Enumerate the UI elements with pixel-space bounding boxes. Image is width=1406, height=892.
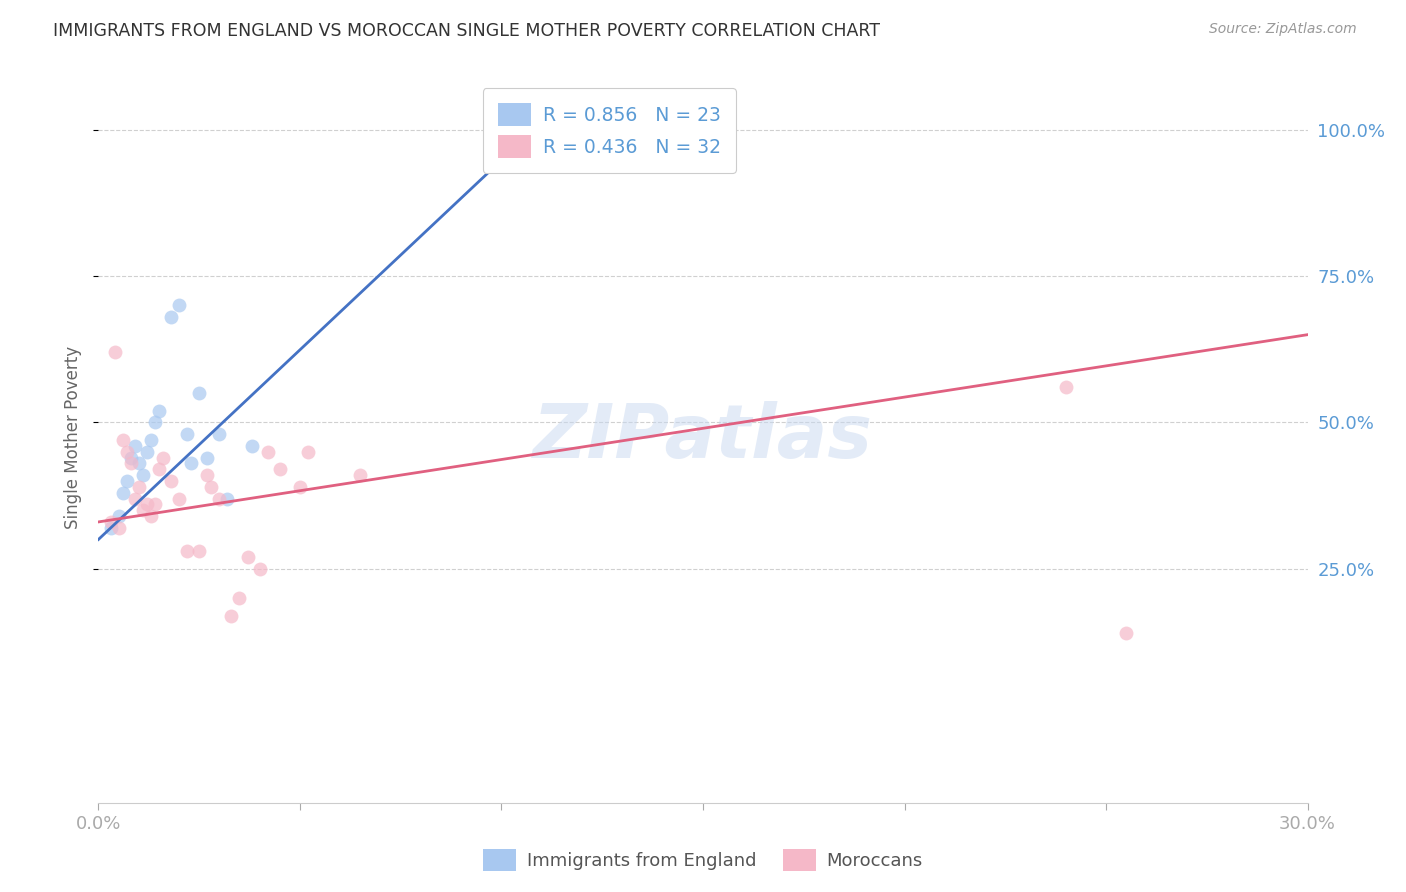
- Point: [349, 468, 371, 483]
- Point: [269, 462, 291, 476]
- Point: [115, 474, 138, 488]
- Legend: R = 0.856   N = 23, R = 0.436   N = 32: R = 0.856 N = 23, R = 0.436 N = 32: [482, 88, 735, 173]
- Point: [195, 468, 218, 483]
- Point: [1054, 380, 1077, 394]
- Point: [152, 450, 174, 465]
- Point: [135, 497, 157, 511]
- Point: [120, 450, 142, 465]
- Point: [200, 480, 222, 494]
- Point: [236, 549, 259, 564]
- Point: [160, 474, 183, 488]
- Point: [228, 591, 250, 605]
- Text: IMMIGRANTS FROM ENGLAND VS MOROCCAN SINGLE MOTHER POVERTY CORRELATION CHART: IMMIGRANTS FROM ENGLAND VS MOROCCAN SING…: [53, 22, 880, 40]
- Point: [249, 562, 271, 576]
- Point: [240, 439, 263, 453]
- Point: [288, 480, 311, 494]
- Legend: Immigrants from England, Moroccans: Immigrants from England, Moroccans: [477, 842, 929, 879]
- Point: [148, 403, 170, 417]
- Point: [297, 444, 319, 458]
- Point: [132, 503, 155, 517]
- Point: [143, 416, 166, 430]
- Point: [111, 485, 134, 500]
- Point: [217, 491, 239, 506]
- Point: [176, 544, 198, 558]
- Point: [195, 450, 218, 465]
- Y-axis label: Single Mother Poverty: Single Mother Poverty: [65, 345, 83, 529]
- Point: [167, 491, 190, 506]
- Point: [188, 544, 211, 558]
- Point: [208, 491, 231, 506]
- Point: [160, 310, 183, 325]
- Point: [135, 444, 157, 458]
- Point: [176, 427, 198, 442]
- Point: [510, 146, 533, 161]
- Point: [167, 298, 190, 312]
- Point: [124, 491, 146, 506]
- Point: [221, 608, 243, 623]
- Point: [180, 457, 202, 471]
- Point: [128, 480, 150, 494]
- Point: [139, 433, 162, 447]
- Text: Source: ZipAtlas.com: Source: ZipAtlas.com: [1209, 22, 1357, 37]
- Point: [523, 140, 546, 154]
- Text: ZIPatlas: ZIPatlas: [533, 401, 873, 474]
- Point: [103, 345, 125, 359]
- Point: [208, 427, 231, 442]
- Point: [115, 444, 138, 458]
- Point: [188, 386, 211, 401]
- Point: [128, 457, 150, 471]
- Point: [111, 433, 134, 447]
- Point: [100, 521, 122, 535]
- Point: [143, 497, 166, 511]
- Point: [1115, 626, 1137, 640]
- Point: [132, 468, 155, 483]
- Point: [256, 444, 278, 458]
- Point: [107, 509, 129, 524]
- Point: [148, 462, 170, 476]
- Point: [107, 521, 129, 535]
- Point: [120, 457, 142, 471]
- Point: [100, 515, 122, 529]
- Point: [124, 439, 146, 453]
- Point: [139, 509, 162, 524]
